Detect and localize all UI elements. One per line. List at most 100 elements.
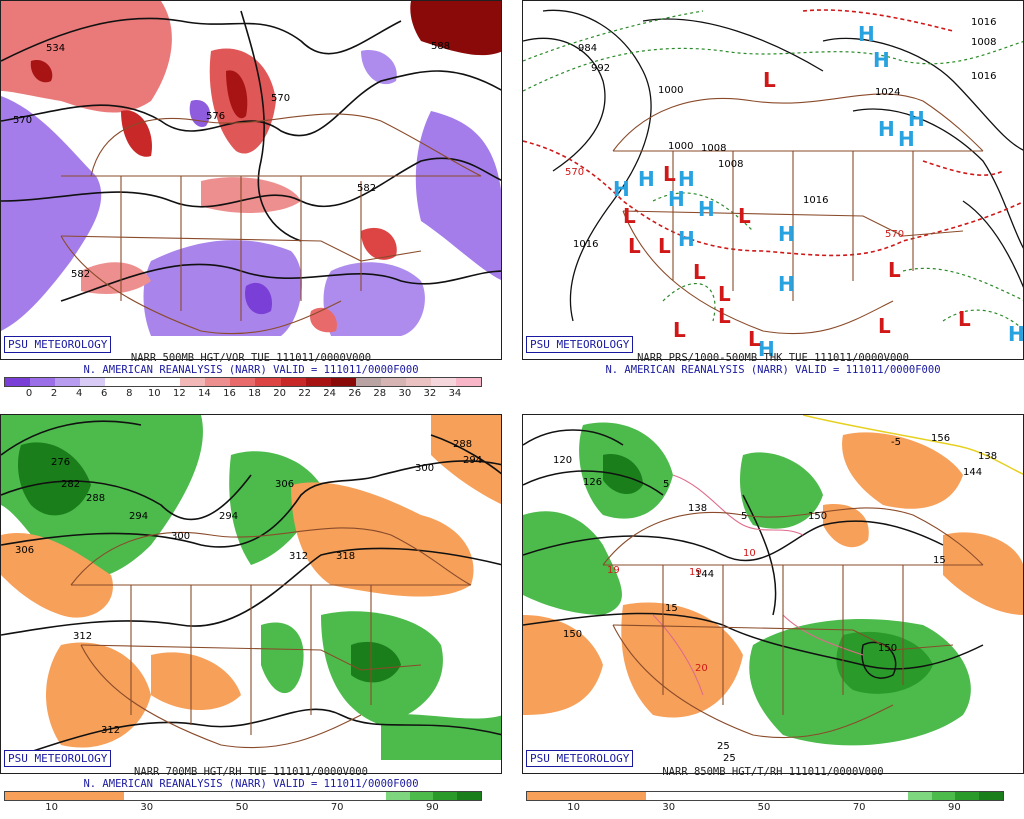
colorbar-swatch [28,792,53,800]
svg-text:L: L [763,68,776,92]
svg-text:L: L [718,282,731,306]
colorbar-swatch [290,792,315,800]
svg-text:L: L [748,327,761,351]
rh700-map-graphic: 276 282 288 294 300 306 306 294 312 318 … [1,415,501,773]
contour-label: 120 [553,455,572,466]
isobar-label: 1008 [701,143,726,154]
colorbar-tick-label: 16 [223,388,236,399]
contour-label: 288 [453,439,472,450]
contour-label: 300 [171,531,190,542]
colorbar-swatch [314,792,339,800]
svg-text:H: H [638,167,655,191]
panel-700mb-rh: 276 282 288 294 300 306 306 294 312 318 … [0,414,502,813]
colorbar-tick-label: 26 [348,388,362,399]
contour-label: 534 [46,43,65,54]
colorbar-swatch [598,792,623,800]
colorbar-swatch [130,378,156,386]
chart-title: NARR 700MB HGT/RH TUE 111011/0000V000 [134,766,368,778]
colorbar-swatch [205,378,231,386]
colorbar-tick-label: 50 [757,802,771,813]
isobar-label: 1000 [668,141,693,152]
colorbar-tick-label: 12 [172,388,186,399]
colorbar-swatch [230,378,256,386]
temperature-label: 5 [741,511,747,522]
contour-label: 144 [963,467,982,478]
colorbar-swatch [147,792,172,800]
map-700mb-rh: 276 282 288 294 300 306 306 294 312 318 … [0,414,502,774]
colorbar-swatch [123,792,148,800]
chart-valid-time: N. AMERICAN REANALYSIS (NARR) VALID = 11… [605,364,941,376]
colorbar-swatch [409,792,434,800]
colorbar-swatch [883,792,908,800]
contour-label: 144 [695,569,714,580]
colorbar-tick-label: 50 [235,802,249,813]
contour-label: 156 [931,433,950,444]
colorbar-swatch [242,792,267,800]
colorbar-tick-label: 30 [140,802,154,813]
colorbar-tick-label: 32 [423,388,437,399]
colorbar-swatch [979,792,1003,800]
colorbar-swatch [266,792,291,800]
colorbar-swatch [195,792,220,800]
rh-colorbar [526,791,1004,801]
colorbar-swatch [645,792,670,800]
contour-label: 276 [51,457,70,468]
rh-colorbar-ticks: 10 30 50 70 90 [4,802,480,814]
svg-text:H: H [678,227,695,251]
svg-text:H: H [698,197,715,221]
colorbar-swatch [55,378,81,386]
map-850mb-t-rh: 120 126 138 144 150 150 150 156 138 144 … [522,414,1024,774]
contour-label: 138 [688,503,707,514]
svg-text:L: L [888,258,901,282]
colorbar-swatch [171,792,196,800]
isobar-label: 1016 [971,17,996,28]
map-500mb-vorticity: 534 570 582 570 582 576 588 [0,0,502,360]
chart-title: NARR 850MB HGT/T/RH 111011/0000V000 [662,766,884,778]
contour-label: 588 [431,41,450,52]
colorbar-tick-label: 0 [25,388,33,399]
temperature-label: 20 [695,663,708,674]
colorbar-swatch [338,792,362,800]
svg-text:H: H [778,272,795,296]
svg-text:L: L [623,204,636,228]
contour-label: 576 [206,111,225,122]
colorbar-swatch [955,792,980,800]
colorbar-tick-label: 10 [45,802,58,813]
colorbar-swatch [255,378,281,386]
colorbar-tick-label: 30 [662,802,676,813]
temperature-label: 10 [743,548,756,559]
temperature-label: 25 [717,741,730,752]
contour-label: 306 [15,545,34,556]
temperature-label: -5 [891,437,901,448]
svg-text:L: L [663,162,676,186]
vorticity-colorbar [4,377,482,387]
svg-text:H: H [678,167,695,191]
colorbar-tick-label: 90 [426,802,439,813]
colorbar-tick-label: 8 [126,388,133,399]
colorbar-tick-label: 6 [101,388,108,399]
svg-text:L: L [718,304,731,328]
colorbar-tick-label: 4 [75,388,83,399]
svg-text:H: H [858,22,875,46]
psu-meteorology-logo: PSU METEOROLOGY [526,750,634,767]
svg-text:H: H [668,187,685,211]
thickness-label: 570 [565,167,584,178]
contour-label: 126 [583,477,602,488]
colorbar-swatch [380,378,406,386]
colorbar-tick-label: 22 [298,388,311,399]
rh850-map-graphic: 120 126 138 144 150 150 150 156 138 144 … [523,415,1023,773]
svg-text:H: H [778,222,795,246]
colorbar-swatch [550,792,575,800]
svg-text:L: L [878,314,891,338]
colorbar-swatch [5,378,31,386]
colorbar-swatch [741,792,765,800]
temperature-label: 5 [663,479,669,490]
colorbar-swatch [305,378,331,386]
temperature-label: 15 [665,603,678,614]
rh-colorbar-ticks: 10 30 50 70 90 [526,802,1002,814]
chart-valid-time: N. AMERICAN REANALYSIS (NARR) VALID = 11… [83,364,419,376]
chart-valid-time: N. AMERICAN REANALYSIS (NARR) VALID = 11… [83,778,419,790]
colorbar-swatch [155,378,181,386]
